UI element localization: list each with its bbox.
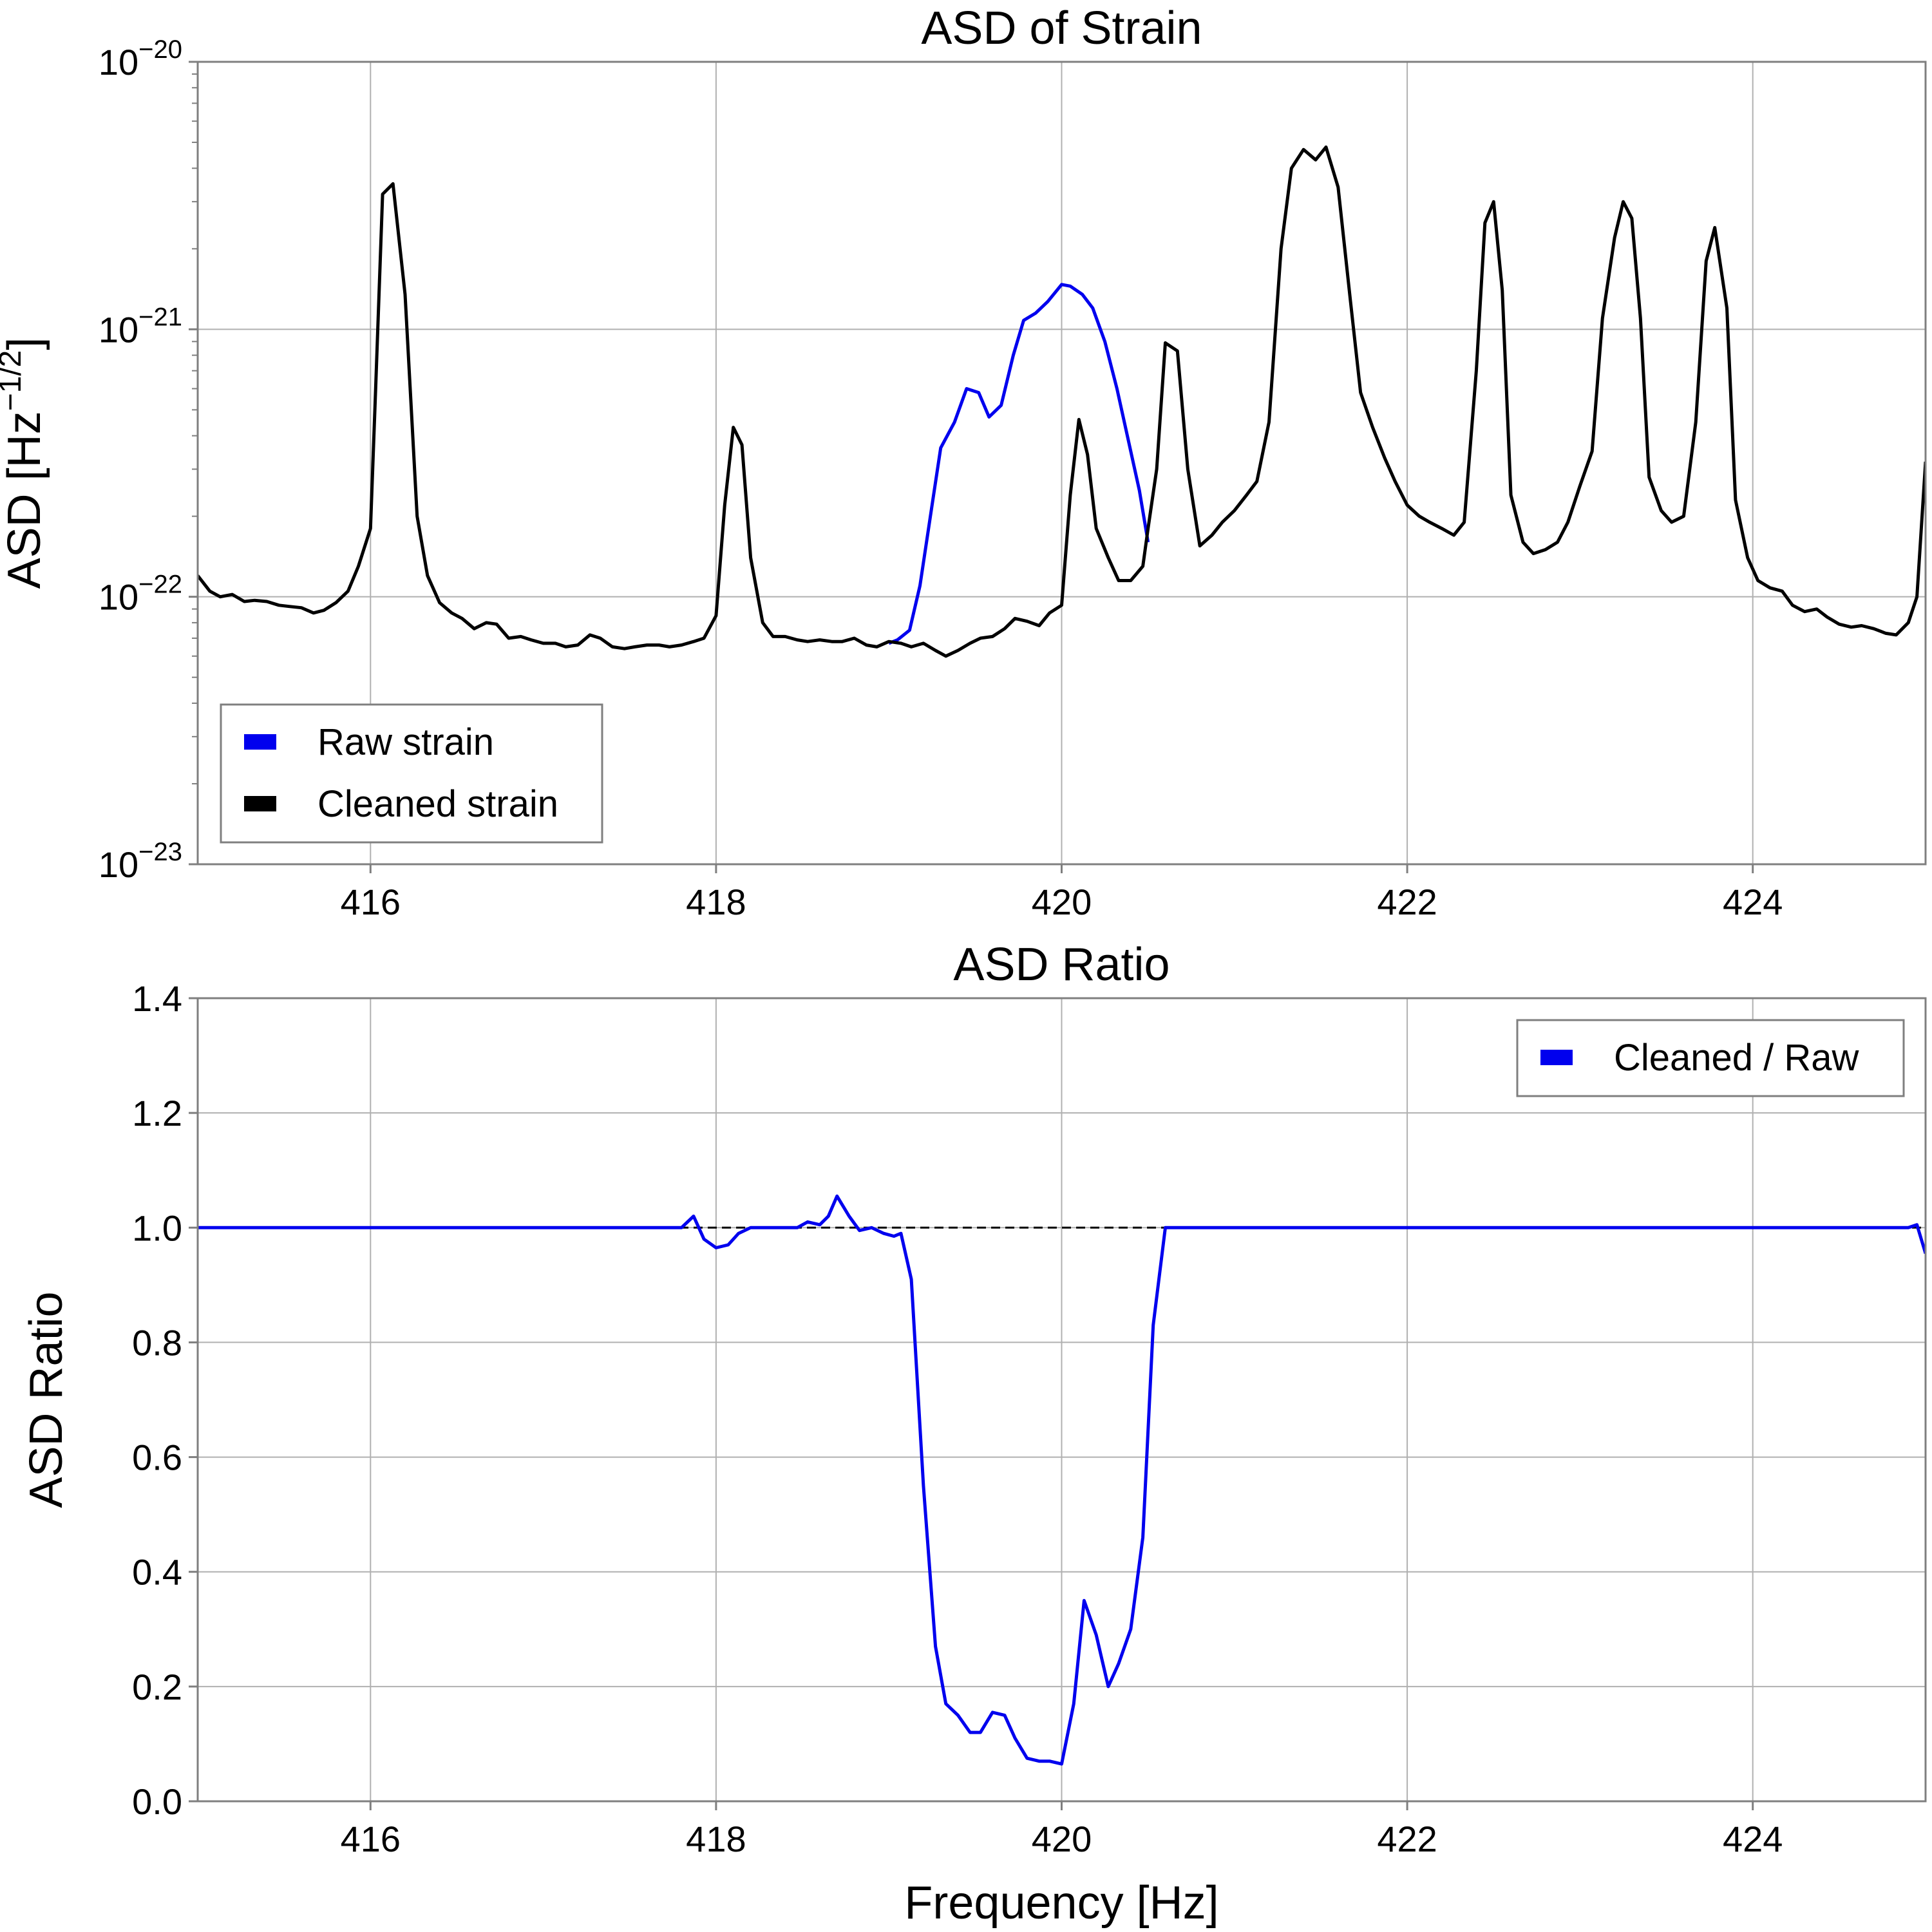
x-axis-label: Frequency [Hz]: [904, 1877, 1218, 1929]
x-tick-label: 422: [1377, 882, 1437, 922]
x-tick-label: 416: [341, 882, 401, 922]
asd-strain-panel: 416 418 420 422 424 10−20 10−21 10−22 10−23 ASD o…: [0, 3, 1927, 922]
plot-frame: [196, 997, 1927, 1803]
legend-label-raw-strain: Raw strain: [317, 721, 494, 763]
legend-label-cleaned-strain: Cleaned strain: [317, 783, 558, 825]
y-tick-label: 0.8: [132, 1322, 182, 1363]
y-tick-label: 0.6: [132, 1437, 182, 1478]
y-tick-label: 1.4: [132, 978, 182, 1019]
y-tick-label: 1.2: [132, 1093, 182, 1133]
legend-label-cleaned-raw: Cleaned / Raw: [1614, 1037, 1860, 1079]
y-tick-label: 10−20: [99, 35, 182, 82]
legend-swatch-cleaned-strain: [244, 796, 276, 811]
y-tick-label: 1.0: [132, 1208, 182, 1248]
y-tick-label: 10−23: [99, 838, 182, 885]
y-axis-label: ASD Ratio: [21, 1291, 72, 1508]
x-tick-label: 418: [686, 882, 746, 922]
x-tick-label: 424: [1723, 882, 1783, 922]
y-tick-label: 0.2: [132, 1667, 182, 1707]
chart-title: ASD of Strain: [921, 3, 1202, 54]
legend: Raw strain Cleaned strain: [220, 703, 603, 844]
y-tick-label: 10−22: [99, 571, 182, 618]
y-axis-label: ASD [Hz−1/2]: [0, 337, 50, 589]
legend-swatch-raw-strain: [244, 734, 276, 750]
legend-swatch-cleaned-raw: [1540, 1050, 1573, 1065]
legend: Cleaned / Raw: [1516, 1019, 1905, 1097]
x-tick-label: 422: [1377, 1819, 1437, 1859]
legend-box: [220, 703, 603, 844]
asd-ratio-panel: 416 418 420 422 424 0.0 0.2 0.4 0.6 0.8 1.0 1.2 1.4 A…: [21, 939, 1927, 1929]
y-tick-label: 10−21: [99, 303, 182, 350]
y-tick-label: 0.0: [132, 1781, 182, 1822]
y-tick-label: 0.4: [132, 1552, 182, 1593]
series-line-cleaned-raw: [198, 1194, 1926, 1766]
x-tick-label: 420: [1032, 1819, 1092, 1859]
legend-box: [1516, 1019, 1905, 1097]
plot-frame: [196, 61, 1927, 866]
series-line-cleaned-strain: [198, 145, 1926, 658]
series-line-raw-strain: [888, 283, 1150, 645]
chart-title: ASD Ratio: [953, 939, 1170, 990]
x-tick-label: 418: [686, 1819, 746, 1859]
x-tick-label: 416: [341, 1819, 401, 1859]
x-tick-label: 420: [1032, 882, 1092, 922]
x-tick-label: 424: [1723, 1819, 1783, 1859]
